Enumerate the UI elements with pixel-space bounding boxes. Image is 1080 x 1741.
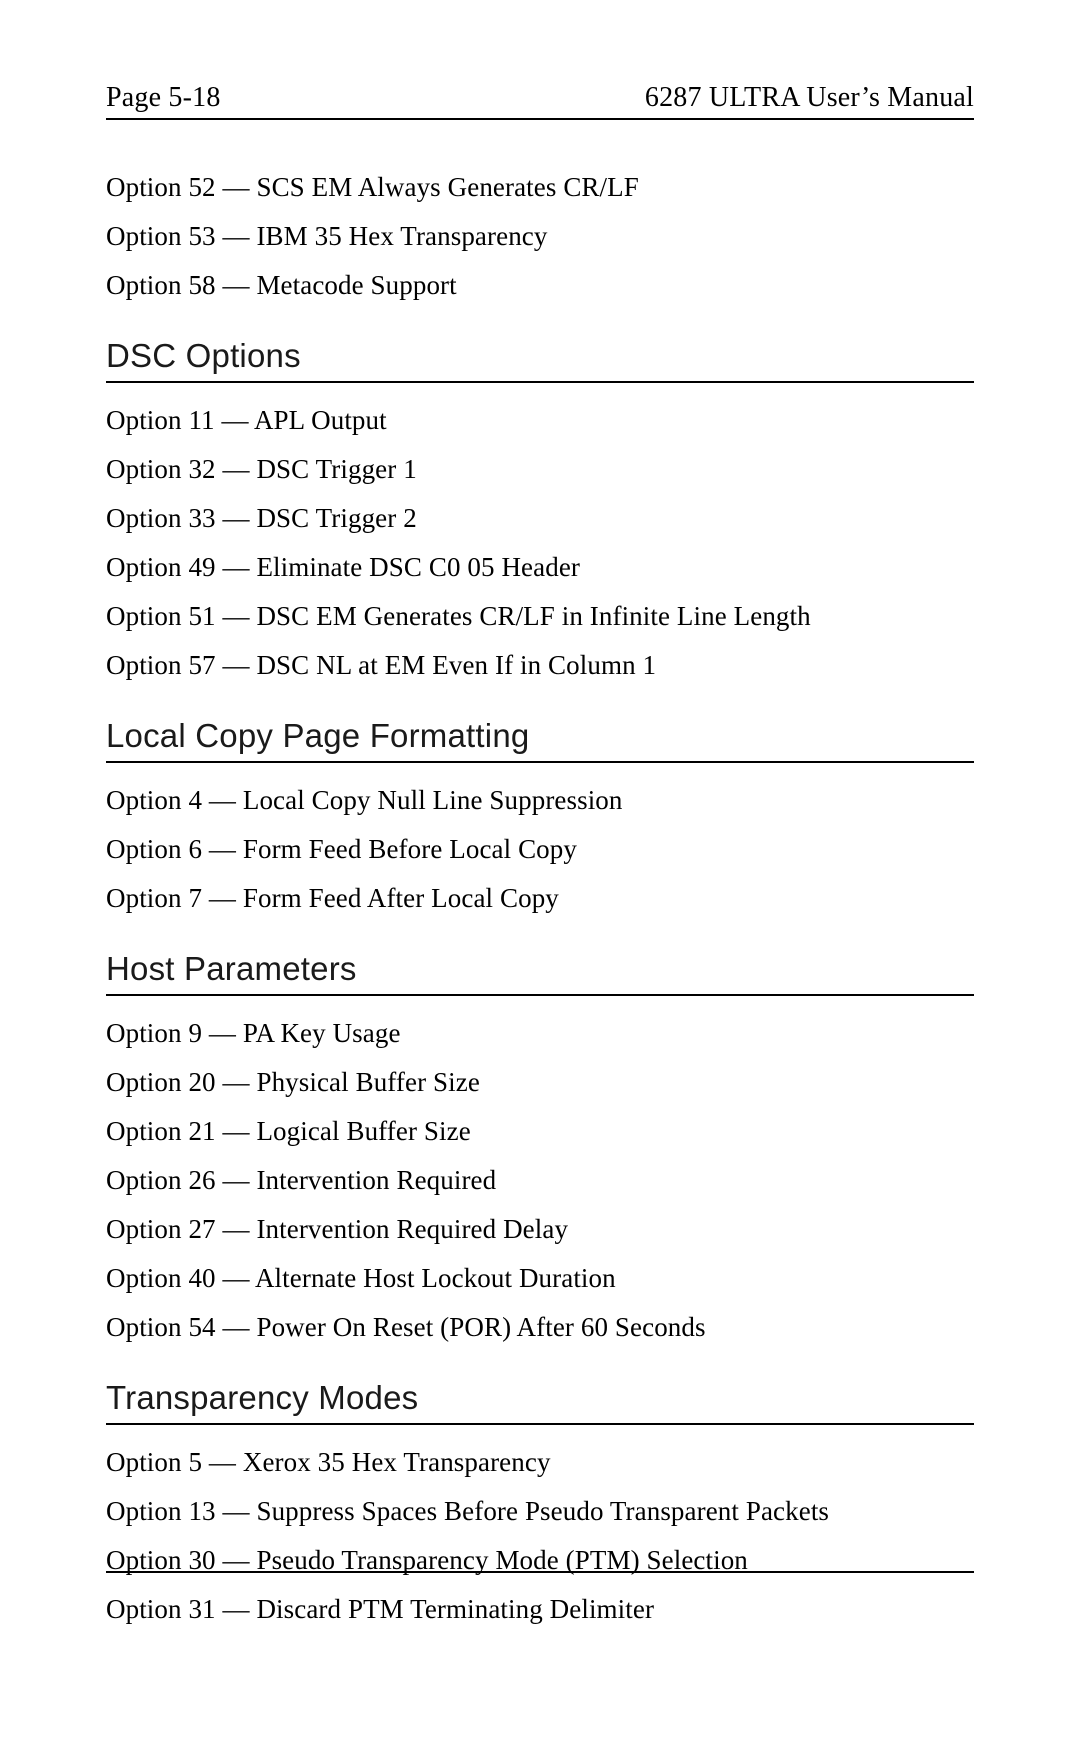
option-item: Option 26 — Intervention Required (106, 1167, 974, 1194)
option-item: Option 57 — DSC NL at EM Even If in Colu… (106, 652, 974, 679)
section-heading-host-parameters: Host Parameters (106, 950, 974, 996)
section-heading-transparency-modes: Transparency Modes (106, 1379, 974, 1425)
option-item: Option 30 — Pseudo Transparency Mode (PT… (106, 1547, 974, 1574)
option-item: Option 40 — Alternate Host Lockout Durat… (106, 1265, 974, 1292)
dsc-options-list: Option 11 — APL Output Option 32 — DSC T… (106, 407, 974, 679)
option-item: Option 9 — PA Key Usage (106, 1020, 974, 1047)
transparency-modes-list: Option 5 — Xerox 35 Hex Transparency Opt… (106, 1449, 974, 1623)
page-container: Page 5-18 6287 ULTRA User’s Manual Optio… (0, 0, 1080, 1741)
option-item: Option 7 — Form Feed After Local Copy (106, 885, 974, 912)
option-item: Option 53 — IBM 35 Hex Transparency (106, 223, 974, 250)
section-heading-dsc-options: DSC Options (106, 337, 974, 383)
option-item: Option 4 — Local Copy Null Line Suppress… (106, 787, 974, 814)
section-heading-local-copy: Local Copy Page Formatting (106, 717, 974, 763)
option-item: Option 21 — Logical Buffer Size (106, 1118, 974, 1145)
option-item: Option 51 — DSC EM Generates CR/LF in In… (106, 603, 974, 630)
option-item: Option 49 — Eliminate DSC C0 05 Header (106, 554, 974, 581)
host-parameters-list: Option 9 — PA Key Usage Option 20 — Phys… (106, 1020, 974, 1341)
option-item: Option 54 — Power On Reset (POR) After 6… (106, 1314, 974, 1341)
option-item: Option 13 — Suppress Spaces Before Pseud… (106, 1498, 974, 1525)
option-item: Option 52 — SCS EM Always Generates CR/L… (106, 174, 974, 201)
option-item: Option 11 — APL Output (106, 407, 974, 434)
option-item: Option 6 — Form Feed Before Local Copy (106, 836, 974, 863)
option-item: Option 27 — Intervention Required Delay (106, 1216, 974, 1243)
option-item: Option 32 — DSC Trigger 1 (106, 456, 974, 483)
option-item: Option 31 — Discard PTM Terminating Deli… (106, 1596, 974, 1623)
local-copy-list: Option 4 — Local Copy Null Line Suppress… (106, 787, 974, 912)
option-item: Option 20 — Physical Buffer Size (106, 1069, 974, 1096)
option-item: Option 5 — Xerox 35 Hex Transparency (106, 1449, 974, 1476)
footer-rule (106, 1571, 974, 1573)
option-item: Option 58 — Metacode Support (106, 272, 974, 299)
page-header: Page 5-18 6287 ULTRA User’s Manual (106, 82, 974, 120)
top-option-list: Option 52 — SCS EM Always Generates CR/L… (106, 174, 974, 299)
page-number: Page 5-18 (106, 82, 221, 114)
manual-title: 6287 ULTRA User’s Manual (645, 82, 974, 114)
option-item: Option 33 — DSC Trigger 2 (106, 505, 974, 532)
